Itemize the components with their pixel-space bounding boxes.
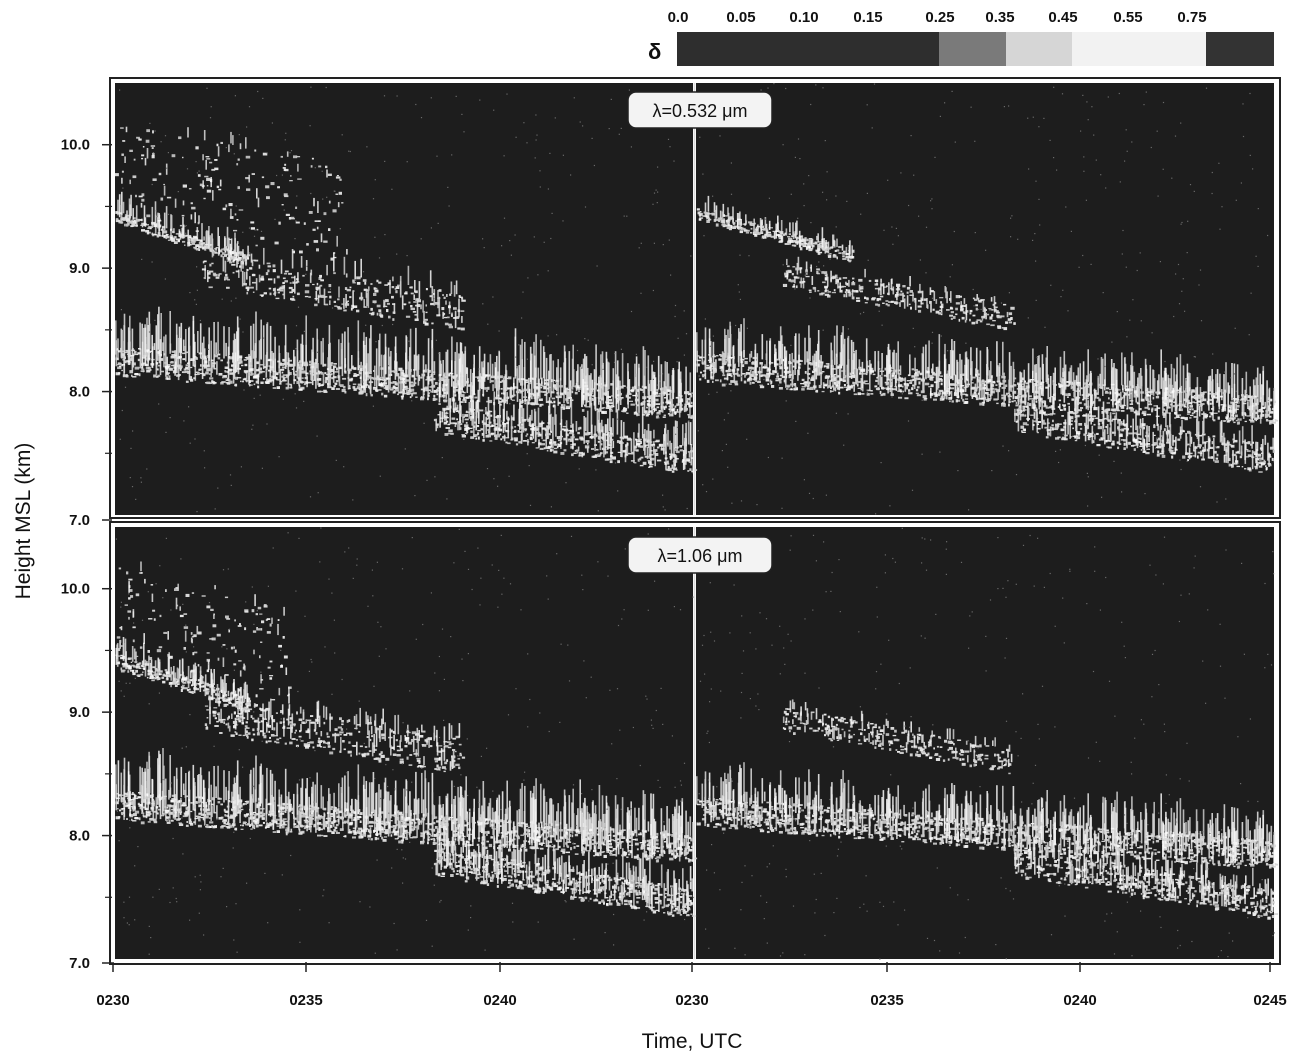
y-tick-label-0-3: 7.0 — [69, 512, 90, 529]
panel-106: λ=1.06 μm — [109, 521, 1281, 965]
colorbar-label-7: 0.55 — [1113, 9, 1142, 26]
colorbar-symbol: δ — [648, 39, 661, 64]
x-tick-label-1-3: 0245 — [1253, 992, 1286, 1009]
y-tick-label-1-1: 9.0 — [69, 704, 90, 721]
colorbar-label-2: 0.10 — [789, 9, 818, 26]
panel-532-right-backscatter — [696, 83, 1279, 515]
colorbar-segment-2 — [805, 32, 869, 66]
colorbar-label-4: 0.25 — [925, 9, 954, 26]
panel-106-right-backscatter — [696, 527, 1279, 960]
colorbar-segment-7 — [1140, 32, 1206, 66]
colorbar-label-5: 0.35 — [985, 9, 1014, 26]
colorbar-label-6: 0.45 — [1048, 9, 1077, 26]
x-axis-title: Time, UTC — [642, 1030, 743, 1053]
x-tick-label-0-2: 0240 — [483, 992, 516, 1009]
x-tick-label-0-0: 0230 — [96, 992, 129, 1009]
panel-532-label-box — [627, 91, 773, 129]
panel-532-label: λ=0.532 μm — [653, 101, 748, 121]
colorbar-segment-6 — [1072, 32, 1140, 66]
colorbar-label-8: 0.75 — [1177, 9, 1206, 26]
panel-106-frame — [109, 521, 1281, 965]
colorbar-segment-4 — [939, 32, 1006, 66]
colorbar-label-3: 0.15 — [853, 9, 882, 26]
panel-106-label: λ=1.06 μm — [658, 546, 743, 566]
y-tick-label-1-2: 8.0 — [69, 828, 90, 845]
panel-532-frame — [109, 77, 1281, 519]
panel-532: λ=0.532 μm — [109, 77, 1281, 519]
x-tick-label-1-2: 0240 — [1063, 992, 1096, 1009]
colorbar-segment-0 — [677, 32, 741, 66]
panel-106-label-box — [627, 536, 773, 574]
colorbar-label-0: 0.0 — [668, 9, 689, 26]
x-tick-label-0-1: 0235 — [289, 992, 322, 1009]
y-axis: 10.0 9.0 8.0 7.0 10.0 9.0 8.0 7.0 — [61, 137, 112, 972]
x-axis: 0230 0235 0240 0230 0235 0240 0245 — [96, 962, 1287, 1009]
colorbar-labels: 0.0 0.05 0.10 0.15 0.25 0.35 0.45 0.55 0.75 — [668, 9, 1207, 26]
y-tick-label-0-0: 10.0 — [61, 137, 90, 154]
colorbar-segment-5 — [1006, 32, 1072, 66]
panel-532-left-backscatter — [115, 86, 698, 513]
x-tick-label-1-0: 0230 — [675, 992, 708, 1009]
y-tick-label-0-1: 9.0 — [69, 260, 90, 277]
colorbar-segment-3 — [869, 32, 939, 66]
colorbar: δ 0.0 0.05 0.10 0.15 0.25 0.35 0.45 0.55 0.75 — [648, 9, 1274, 66]
y-tick-label-1-3: 7.0 — [69, 955, 90, 972]
colorbar-label-1: 0.05 — [726, 9, 755, 26]
colorbar-segment-8 — [1206, 32, 1274, 66]
colorbar-segments — [677, 32, 1274, 66]
panel-106-left-background — [115, 527, 693, 959]
y-tick-label-0-2: 8.0 — [69, 384, 90, 401]
panel-532-left-background — [115, 83, 693, 515]
y-tick-label-1-0: 10.0 — [61, 581, 90, 598]
y-axis-title: Height MSL (km) — [12, 443, 35, 600]
panel-532-right-background — [696, 83, 1274, 515]
colorbar-segment-1 — [741, 32, 805, 66]
panel-106-left-backscatter — [115, 527, 698, 955]
x-tick-label-1-1: 0235 — [870, 992, 903, 1009]
